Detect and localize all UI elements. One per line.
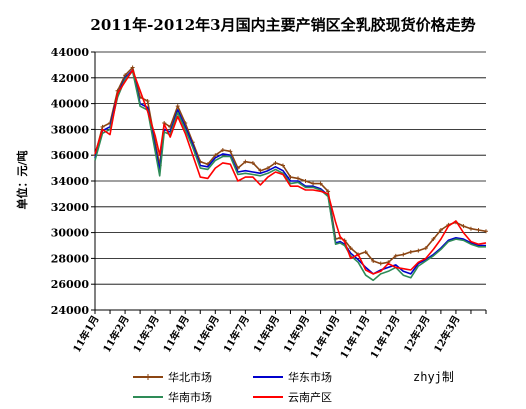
x-tick-label: 11年12月 xyxy=(367,313,402,361)
plot-frame xyxy=(94,52,486,311)
legend-label-3: 云南产区 xyxy=(288,390,332,404)
y-tick-label: 24000 xyxy=(51,304,90,317)
y-tick-label: 44000 xyxy=(51,46,90,59)
data-point-0 xyxy=(416,248,421,253)
credit-text: zhyj制 xyxy=(413,370,454,384)
legend-label-2: 华南市场 xyxy=(168,390,212,404)
data-point-0 xyxy=(401,252,406,257)
data-point-0 xyxy=(371,258,376,263)
series-group xyxy=(93,65,488,282)
series-line-2 xyxy=(94,70,486,282)
y-tick-label: 28000 xyxy=(51,252,90,265)
x-tick-label: 11年10月 xyxy=(307,313,342,361)
data-point-0 xyxy=(220,148,225,153)
data-point-0 xyxy=(326,189,331,194)
x-tick-label: 11年6月 xyxy=(190,313,222,355)
chart-title: 2011年-2012年3月国内主要产销区全乳胶现货价格走势 xyxy=(90,16,475,34)
data-point-0 xyxy=(438,228,443,233)
y-tick-label: 34000 xyxy=(51,175,90,188)
data-point-0 xyxy=(130,65,135,70)
data-point-0 xyxy=(408,249,413,254)
data-point-0 xyxy=(318,181,323,186)
y-tick-label: 36000 xyxy=(51,149,90,162)
x-tick-label: 11年1月 xyxy=(70,313,102,355)
y-tick-label: 42000 xyxy=(51,72,90,85)
data-point-0 xyxy=(288,175,293,180)
data-point-0 xyxy=(228,149,233,154)
data-point-0 xyxy=(123,73,128,78)
data-point-0 xyxy=(363,249,368,254)
y-tick-label: 30000 xyxy=(51,227,90,240)
data-point-0 xyxy=(100,124,105,129)
data-point-0 xyxy=(265,166,270,171)
y-tick-label: 40000 xyxy=(51,98,90,111)
series-line-1 xyxy=(94,69,486,275)
x-tick-label: 11年9月 xyxy=(280,313,312,355)
data-point-0 xyxy=(423,246,428,251)
data-point-0 xyxy=(303,179,308,183)
data-point-0 xyxy=(378,261,383,266)
data-point-0 xyxy=(175,104,180,109)
data-point-0 xyxy=(348,246,353,251)
data-point-0 xyxy=(393,253,398,258)
legend-label-0: 华北市场 xyxy=(168,370,212,384)
data-point-0 xyxy=(213,153,218,158)
data-point-0 xyxy=(273,160,278,165)
x-tick-label: 11年2月 xyxy=(100,313,132,355)
data-point-0 xyxy=(431,237,436,242)
x-tick-label: 11年11月 xyxy=(337,313,372,361)
y-tick-label: 26000 xyxy=(51,278,90,291)
data-point-0 xyxy=(461,224,466,229)
data-point-0 xyxy=(311,181,316,186)
data-point-0 xyxy=(280,163,285,168)
y-tick-label: 32000 xyxy=(51,201,90,214)
x-tick-label: 11年4月 xyxy=(160,313,192,355)
y-tick-label: 38000 xyxy=(51,123,90,136)
x-tick-label: 12年2月 xyxy=(401,313,433,355)
legend-marker-0 xyxy=(145,374,151,380)
series-line-3 xyxy=(94,69,487,275)
data-point-0 xyxy=(296,176,301,181)
x-tick-label: 12年3月 xyxy=(431,313,463,355)
data-point-0 xyxy=(484,229,488,234)
x-tick-label: 11年8月 xyxy=(250,313,282,355)
legend-label-1: 华东市场 xyxy=(288,370,332,384)
data-point-0 xyxy=(468,226,473,231)
x-tick-label: 11年3月 xyxy=(130,313,162,355)
data-point-0 xyxy=(258,168,263,173)
x-tick-label: 11年7月 xyxy=(220,313,252,355)
data-point-0 xyxy=(145,99,150,104)
data-point-0 xyxy=(476,228,481,233)
y-axis-label: 单位：元/吨 xyxy=(15,150,29,209)
data-point-0 xyxy=(243,159,248,164)
x-ticks: 11年1月 11年2月 11年3月 11年4月 11年6月 11年7月 11年8月 11年9月… xyxy=(70,310,487,361)
series-line-0 xyxy=(94,66,487,265)
y-ticks: 24000 26000 28000 30000 32000 34000 36000 38000… xyxy=(51,46,95,317)
data-point-0 xyxy=(250,160,255,165)
